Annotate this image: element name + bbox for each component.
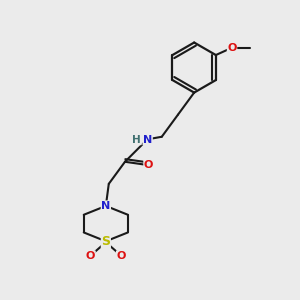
Text: O: O [227,43,237,53]
Text: H: H [132,135,141,145]
Text: N: N [143,135,152,145]
Text: N: N [101,201,110,211]
Text: S: S [101,235,110,248]
Text: O: O [86,251,95,261]
Text: O: O [144,160,153,170]
Text: O: O [116,251,126,261]
